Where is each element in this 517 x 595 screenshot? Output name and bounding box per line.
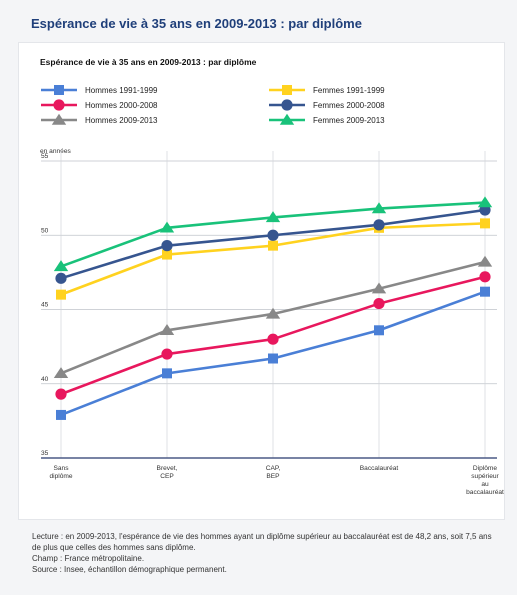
chart-card: Espérance de vie à 35 ans en 2009-2013 :…	[18, 42, 505, 520]
data-point	[161, 240, 173, 252]
page-title: Espérance de vie à 35 ans en 2009-2013 :…	[31, 16, 362, 31]
data-point	[374, 325, 384, 336]
legend-marker	[51, 113, 67, 125]
y-axis-label: en années	[40, 148, 72, 155]
legend-label: Hommes 2000-2008	[85, 101, 158, 110]
x-tick-label: Brevet, CEP	[157, 465, 178, 480]
data-point	[371, 282, 387, 294]
legend-marker	[54, 85, 64, 95]
line-chart: en années 35 40 45 50 55 Sans diplôme Brevet, CEP…	[40, 85, 504, 496]
legend-item-femmes-2009-2013: Femmes 2009-2013	[269, 113, 385, 125]
legend-marker	[282, 85, 292, 95]
series-femmes-2009-2013	[53, 196, 493, 272]
legend-label: Femmes 1991-1999	[313, 86, 385, 95]
data-point	[480, 286, 490, 297]
x-tick-label: CAP, BEP	[266, 465, 281, 480]
legend-item-hommes-1991-1999: Hommes 1991-1999	[41, 85, 158, 95]
legend-label: Hommes 2009-2013	[85, 116, 158, 125]
data-point	[373, 219, 385, 231]
legend-label: Hommes 1991-1999	[85, 86, 158, 95]
data-point	[56, 289, 66, 300]
y-tick-label: 40	[41, 376, 49, 383]
data-point	[55, 388, 67, 400]
y-tick-label: 55	[41, 153, 49, 160]
data-point	[480, 218, 490, 229]
data-point	[53, 367, 69, 379]
data-point	[373, 297, 385, 310]
data-point	[56, 409, 66, 420]
data-point	[161, 348, 173, 360]
y-tick-label: 45	[41, 302, 49, 309]
x-tick-label: Baccalauréat	[360, 465, 399, 472]
x-tick-label: Sans diplôme	[49, 465, 72, 480]
legend-label: Femmes 2000-2008	[313, 101, 385, 110]
chart-title: Espérance de vie à 35 ans en 2009-2013 :…	[40, 57, 257, 67]
data-point	[162, 368, 172, 379]
footer-source: Source : Insee, échantillon démographiqu…	[32, 565, 227, 574]
y-tick-label: 35	[41, 450, 49, 457]
data-point	[267, 333, 279, 345]
data-point	[477, 196, 493, 208]
legend-marker	[53, 99, 65, 111]
data-point	[371, 202, 387, 214]
data-point	[268, 240, 278, 251]
legend-label: Femmes 2009-2013	[313, 116, 385, 125]
legend-item-femmes-1991-1999: Femmes 1991-1999	[269, 85, 385, 95]
data-point	[267, 229, 279, 241]
footer-champ: Champ : France métropolitaine.	[32, 554, 145, 563]
legend-marker	[281, 99, 293, 111]
legend-item-hommes-2009-2013: Hommes 2009-2013	[41, 113, 158, 125]
series-hommes-2009-2013	[53, 255, 493, 379]
series-hommes-1991-1999	[56, 286, 490, 420]
data-point	[162, 249, 172, 260]
x-tick-label: Diplôme supérieur au baccalauréat	[466, 465, 504, 496]
data-point	[159, 324, 175, 335]
footer-notes: Lecture : en 2009-2013, l'espérance de v…	[32, 531, 502, 575]
data-point	[477, 255, 493, 267]
series-hommes-2000-2008	[55, 271, 491, 400]
data-point	[265, 211, 281, 223]
footer-lecture: Lecture : en 2009-2013, l'espérance de v…	[32, 532, 492, 552]
data-point	[268, 353, 278, 364]
legend-item-femmes-2000-2008: Femmes 2000-2008	[269, 99, 385, 111]
data-point	[55, 272, 67, 284]
data-point	[479, 271, 491, 283]
data-point	[265, 307, 281, 319]
legend-marker	[279, 113, 295, 125]
y-tick-label: 50	[41, 227, 49, 234]
legend-item-hommes-2000-2008: Hommes 2000-2008	[41, 99, 158, 111]
data-point	[159, 221, 175, 233]
data-point	[53, 260, 69, 272]
